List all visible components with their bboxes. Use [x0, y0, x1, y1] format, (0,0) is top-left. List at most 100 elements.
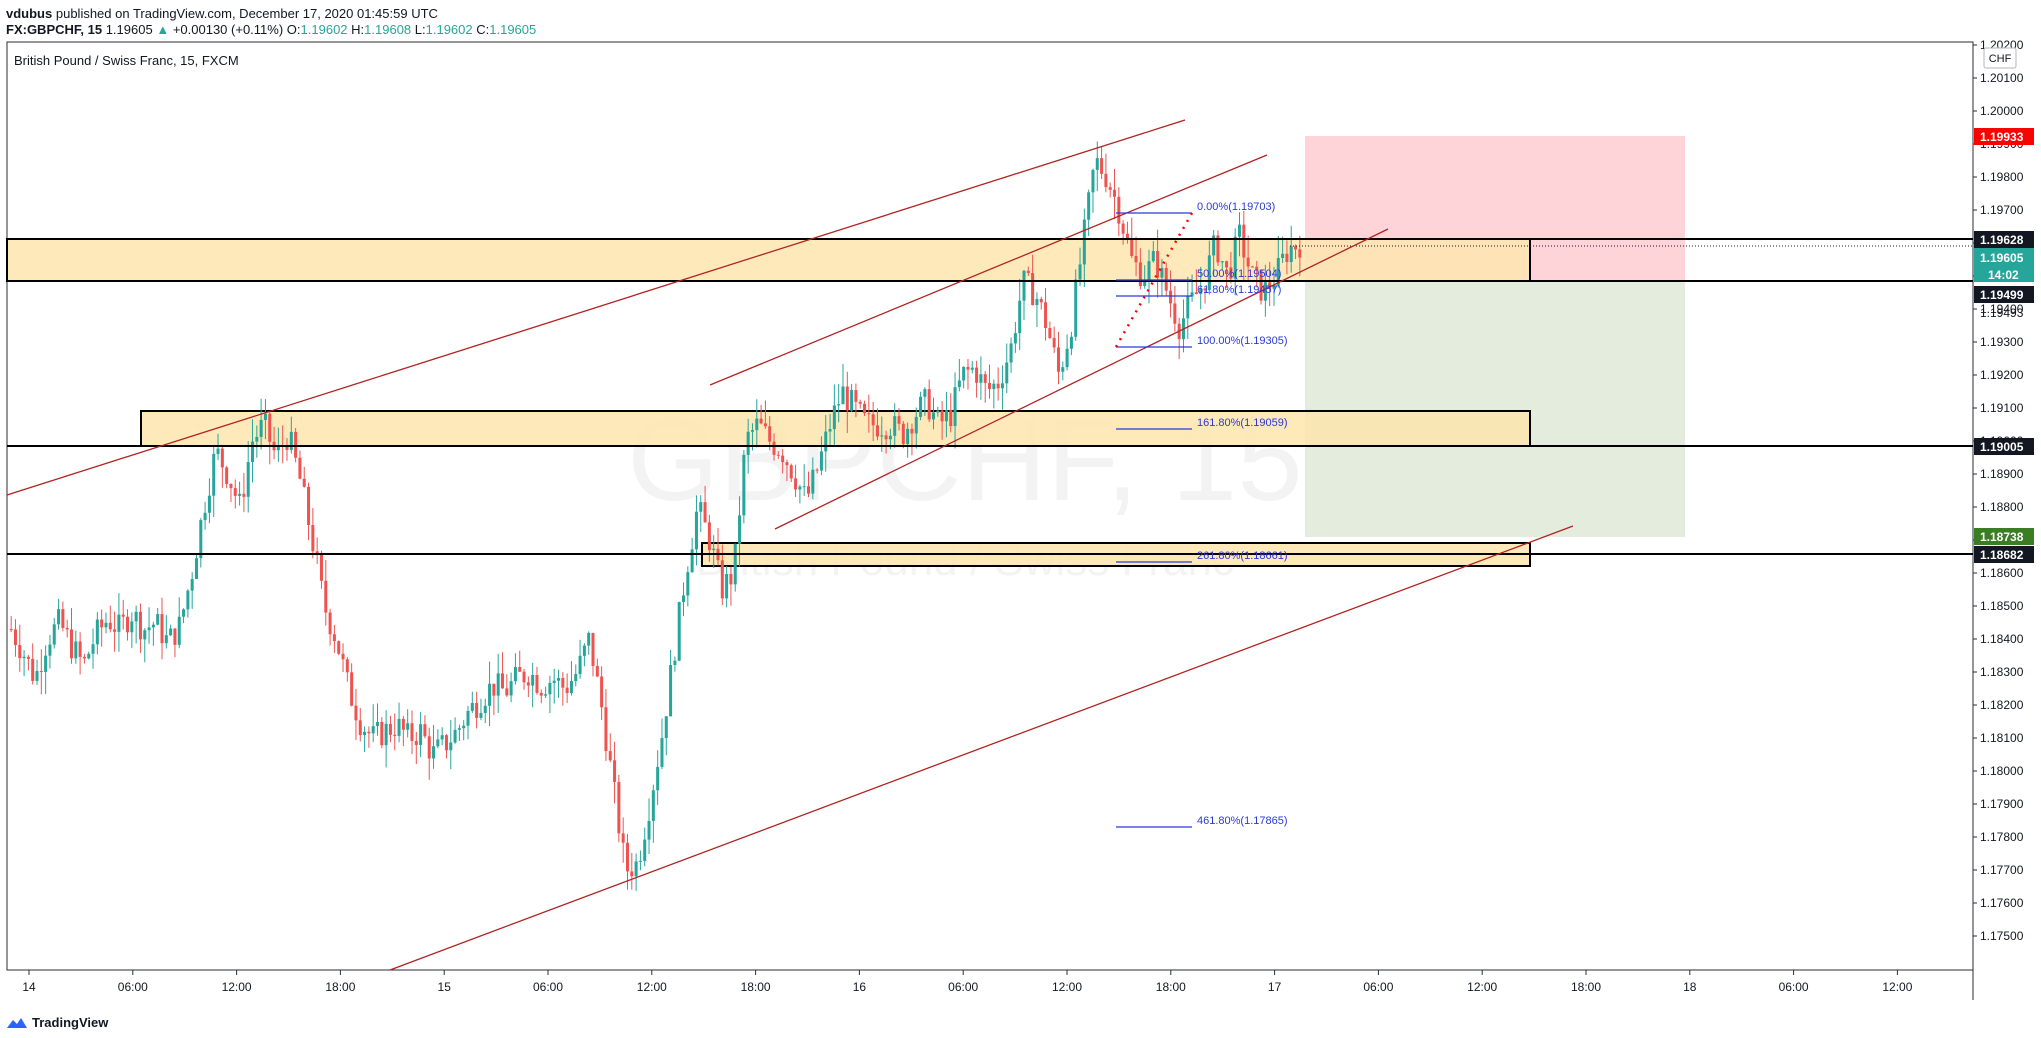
time-tick-label: 18:00 — [741, 980, 771, 994]
candle-body — [1281, 253, 1285, 258]
price-tick-label: 1.18300 — [1980, 665, 2024, 679]
candle-body — [819, 451, 823, 471]
price-chart[interactable]: GBPCHF, 15 British Pound / Swiss Franc 0… — [0, 0, 2041, 1006]
candle-body — [707, 522, 711, 551]
candle-body — [138, 611, 142, 640]
time-tick-label: 06:00 — [1363, 980, 1393, 994]
candle-body — [742, 454, 746, 516]
candle-body — [371, 726, 375, 734]
candle-body — [82, 656, 86, 659]
candle-body — [725, 574, 729, 599]
candle-body — [880, 435, 884, 437]
price-tick-label: 1.17800 — [1980, 830, 2024, 844]
candle-body — [677, 602, 681, 661]
channel-bottom-line[interactable] — [389, 525, 1574, 971]
candle-body — [1194, 292, 1198, 294]
candle-body — [518, 666, 522, 672]
candle-body — [87, 653, 91, 659]
candle-body — [712, 548, 716, 551]
candle-body — [888, 435, 892, 440]
candle-body — [837, 404, 841, 406]
candle-body — [1203, 288, 1207, 291]
candle-body — [410, 723, 414, 742]
candle-body — [350, 672, 354, 706]
currency-button[interactable] — [1983, 47, 2017, 69]
candle-body — [462, 725, 466, 729]
candle-body — [1272, 285, 1276, 289]
candle-body — [1186, 296, 1190, 319]
currency-button-label: CHF — [1989, 53, 2012, 65]
tradingview-brand[interactable]: TradingView — [6, 1015, 108, 1030]
symbol-name[interactable]: FX:GBPCHF, 15 — [6, 22, 103, 37]
candle-body — [337, 641, 341, 654]
candle-body — [1104, 173, 1108, 188]
candle-body — [1294, 246, 1298, 250]
low-label: L: — [414, 22, 426, 37]
inner-channel-top[interactable] — [709, 154, 1268, 386]
candle-body — [1048, 327, 1052, 338]
candle-body — [470, 702, 474, 711]
candle-body — [341, 653, 345, 660]
publish-header: vdubus published on TradingView.com, Dec… — [0, 0, 2041, 42]
candle-body — [1125, 233, 1129, 240]
candle-body — [591, 632, 595, 666]
candle-body — [289, 431, 293, 450]
candle-body — [953, 387, 957, 427]
price-tick-label: 1.20000 — [1980, 104, 2024, 118]
candle-body — [574, 674, 578, 682]
candle-body — [186, 590, 190, 610]
candle-body — [1156, 251, 1160, 278]
price-tag-target-bg — [1974, 528, 2034, 545]
price-tag-entry: 1.19499 — [1980, 288, 2024, 302]
candle-body — [936, 410, 940, 413]
price-tag-support-bg — [1974, 546, 2034, 563]
candle-body — [1100, 158, 1104, 174]
publish-info: vdubus published on TradingView.com, Dec… — [6, 6, 438, 21]
candle-body — [466, 710, 470, 726]
candle-body — [535, 675, 539, 693]
candle-body — [893, 416, 897, 436]
price-tag-stop: 1.19933 — [1980, 130, 2024, 144]
candle-body — [1190, 292, 1194, 297]
candle-body — [988, 382, 992, 390]
candle-body — [854, 390, 858, 402]
time-tick-label: 15 — [438, 980, 452, 994]
candle-body — [1285, 253, 1289, 263]
candle-body — [1044, 302, 1048, 328]
take-profit-area[interactable] — [1305, 282, 1685, 537]
candle-body — [268, 413, 272, 442]
zone-upper[interactable] — [6, 238, 1531, 282]
candle-body — [298, 457, 302, 479]
candle-body — [1039, 299, 1043, 303]
candle-body — [130, 621, 134, 633]
price-tick-label: 1.20100 — [1980, 71, 2024, 85]
fib-label-261: 261.80%(1.18661) — [1197, 550, 1288, 562]
channel-top-line[interactable] — [6, 119, 1186, 496]
candle-body — [789, 465, 793, 479]
candle-body — [1220, 261, 1224, 263]
candle-body — [117, 614, 121, 632]
candle-body — [1065, 348, 1069, 368]
candle-body — [380, 721, 384, 746]
candle-body — [427, 736, 431, 759]
candle-body — [600, 676, 604, 708]
time-tick-label: 06:00 — [1779, 980, 1809, 994]
candle-body — [126, 616, 130, 633]
chart-legend[interactable]: British Pound / Swiss Franc, 15, FXCM — [14, 53, 239, 68]
candle-body — [944, 410, 948, 422]
price-tag-stop-bg — [1974, 128, 2034, 145]
candle-body — [759, 418, 763, 424]
inner-channel-bottom[interactable] — [774, 228, 1389, 530]
candle-body — [539, 692, 543, 696]
candle-body — [319, 554, 323, 581]
author-name[interactable]: vdubus — [6, 6, 53, 21]
time-axis[interactable]: 14 06:00 12:00 18:00 15 06:00 12:00 18:00 16 06:0… — [22, 970, 1913, 994]
fib-trend-line[interactable] — [1114, 212, 1194, 348]
candle-body — [1212, 235, 1216, 256]
candle-body — [1134, 255, 1138, 263]
candle-body — [104, 622, 108, 628]
price-tick-label: 1.17900 — [1980, 797, 2024, 811]
candle-body — [406, 723, 410, 730]
candle-body — [578, 655, 582, 675]
candle-body — [686, 572, 690, 596]
